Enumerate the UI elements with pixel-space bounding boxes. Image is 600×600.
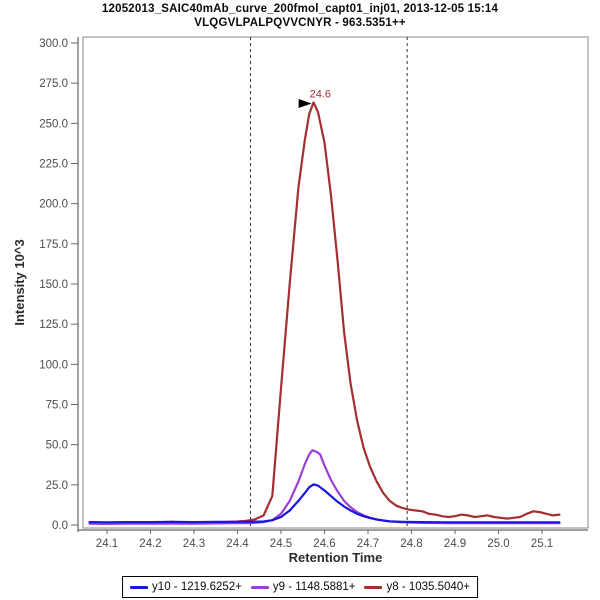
x-tick-label: 24.1 xyxy=(96,538,118,550)
legend-item-y9: y9 - 1148.5881+ xyxy=(250,581,356,593)
y-tick-label: 225.0 xyxy=(39,158,68,170)
x-tick-label: 24.2 xyxy=(139,538,161,550)
x-axis-ticks: 24.1 24.2 24.3 24.4 24.5 24.6 24.7 24.8 24.9 25.0… xyxy=(96,530,553,550)
series-line-y8[interactable] xyxy=(88,101,561,525)
y-tick-label: 25.0 xyxy=(46,480,68,492)
series-line-y10[interactable] xyxy=(88,483,561,524)
y-tick-label: 75.0 xyxy=(46,399,68,411)
series-line-y9[interactable] xyxy=(88,449,561,526)
y-tick-label: 250.0 xyxy=(39,118,68,130)
x-tick-label: 25.0 xyxy=(487,538,509,550)
x-tick-label: 24.9 xyxy=(444,538,466,550)
chart-legend: y10 - 1219.6252+ y9 - 1148.5881+ y8 - 10… xyxy=(122,576,478,598)
y8-series-swatch xyxy=(364,585,383,589)
x-tick-label: 24.7 xyxy=(357,538,379,550)
y-tick-label: 0.0 xyxy=(52,520,68,532)
y-tick-label: 175.0 xyxy=(39,239,68,251)
y-axis-ticks: 0.0 25.0 50.0 75.0 100.0 125.0 150.0 175.0 200.0… xyxy=(39,38,78,532)
y9-series-label: y9 - 1148.5881+ xyxy=(272,581,356,593)
x-tick-label: 25.1 xyxy=(531,538,553,550)
plot-border xyxy=(82,36,589,529)
chart-subtitle: VLQGVLPALPQVVCNYR - 963.5351++ xyxy=(194,17,406,29)
y8-series-label: y8 - 1035.5040+ xyxy=(386,581,470,593)
chart-title: 12052013_SAIC40mAb_curve_200fmol_capt01_… xyxy=(101,3,499,15)
y10-series-label: y10 - 1219.6252+ xyxy=(152,581,242,593)
y-tick-label: 200.0 xyxy=(39,199,68,211)
legend-item-y8: y8 - 1035.5040+ xyxy=(364,581,470,593)
x-tick-label: 24.5 xyxy=(270,538,292,550)
chart-header: 12052013_SAIC40mAb_curve_200fmol_capt01_… xyxy=(0,2,600,30)
x-axis-title: Retention Time xyxy=(289,550,383,565)
x-tick-label: 24.4 xyxy=(226,538,249,550)
y-axis-title: Intensity 10^3 xyxy=(12,239,27,325)
y-tick-label: 300.0 xyxy=(39,38,68,50)
y-tick-label: 50.0 xyxy=(46,440,68,452)
y-tick-label: 125.0 xyxy=(39,319,68,331)
x-tick-label: 24.6 xyxy=(313,538,335,550)
peak-arrow-icon xyxy=(298,98,312,108)
x-tick-label: 24.8 xyxy=(400,538,422,550)
legend-item-y10: y10 - 1219.6252+ xyxy=(130,581,242,593)
y-tick-label: 275.0 xyxy=(39,78,68,90)
y-tick-label: 100.0 xyxy=(39,359,68,371)
peak-annotation: 24.6 xyxy=(298,88,331,108)
y10-series-swatch xyxy=(130,585,149,589)
y9-series-swatch xyxy=(250,585,269,589)
y-tick-label: 150.0 xyxy=(39,279,68,291)
peak-rt-label: 24.6 xyxy=(310,88,331,100)
x-tick-label: 24.3 xyxy=(183,538,205,550)
